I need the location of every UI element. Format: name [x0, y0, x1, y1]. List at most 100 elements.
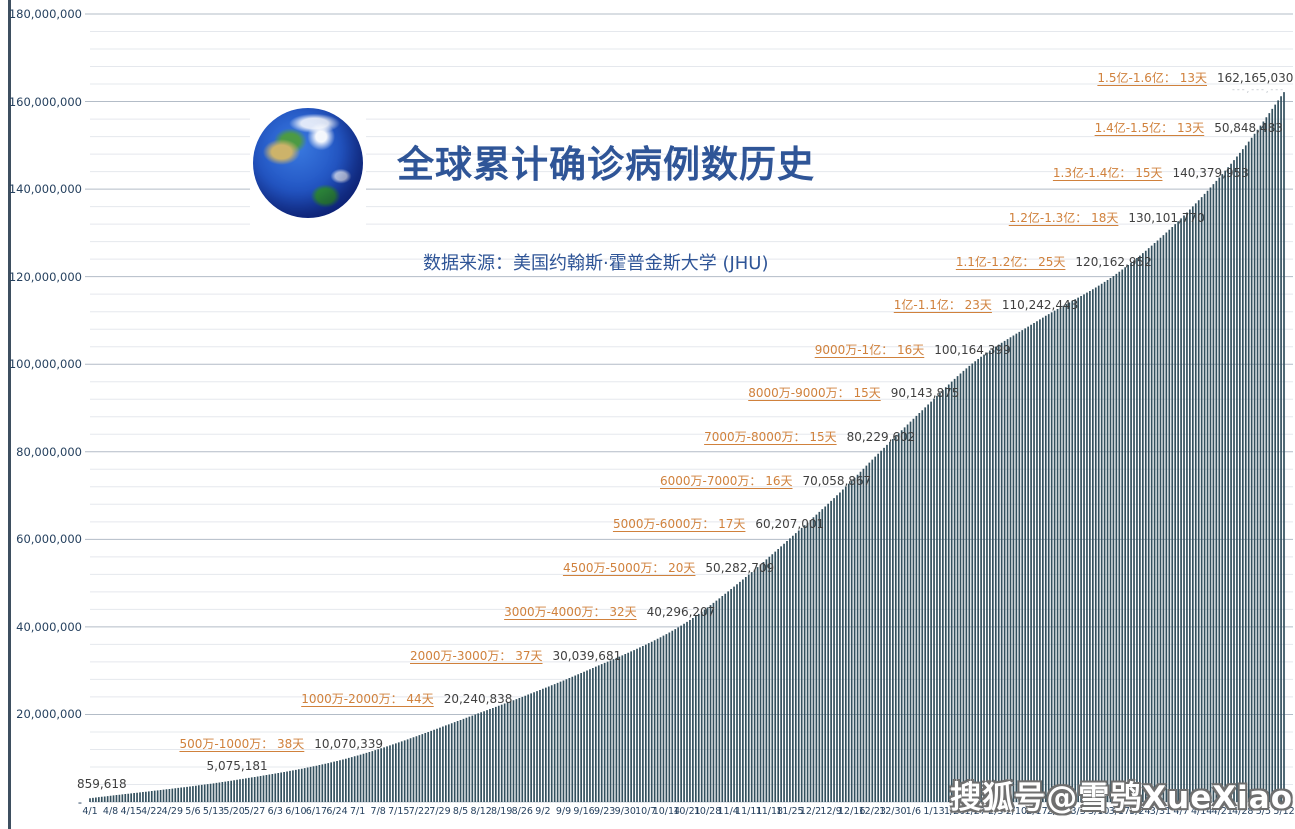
- y-axis-tick-label: 60,000,000: [16, 532, 82, 547]
- y-axis-tick-label: 100,000,000: [8, 357, 82, 372]
- milestone-range-label: 1.5亿-1.6亿： 13天: [1097, 71, 1207, 86]
- x-axis-tick-label: 11/25: [776, 806, 804, 817]
- x-axis-tick-label: 12/30: [879, 806, 907, 817]
- x-axis-tick-label: 7/22: [408, 806, 431, 817]
- x-axis-tick-label: 2/24: [1046, 806, 1069, 817]
- x-axis-tick-label: 12/2: [799, 806, 822, 817]
- milestone-value-label: 50,848,483: [1214, 120, 1283, 135]
- x-axis-tick-label: 11/11: [735, 806, 763, 817]
- x-axis-tick-label: 4/22: [141, 806, 163, 817]
- milestone-value-label: 10,070,339: [314, 736, 384, 751]
- milestone-value-label: 5,075,181: [206, 758, 268, 773]
- x-axis-tick-label: 7/1: [349, 806, 366, 817]
- x-axis-tick-label: 4/21: [1211, 806, 1233, 817]
- x-axis-tick-label: 3/24: [1129, 806, 1151, 817]
- chart-title: 全球累计确诊病例数历史: [397, 143, 815, 186]
- x-axis-tick-label: 12/9: [820, 806, 842, 817]
- x-axis-tick-label: 10/14: [652, 806, 681, 817]
- x-axis-tick-label: 9/16: [573, 806, 595, 817]
- milestone-range-label: 9000万-1亿： 16天: [814, 342, 925, 357]
- x-axis-tick-label: 4/7: [1173, 806, 1189, 817]
- y-axis-tick-label: 160,000,000: [8, 94, 82, 109]
- x-axis-tick-label: 5/13: [202, 806, 225, 817]
- x-axis-tick-label: 10/21: [673, 806, 701, 817]
- x-axis-tick-label: 1/20: [943, 806, 966, 817]
- milestone-range-label: 3000万-4000万： 32天: [504, 604, 637, 619]
- x-axis-tick-label: 3/31: [1149, 806, 1172, 817]
- milestone-range-label: 1亿-1.1亿： 23天: [893, 298, 992, 313]
- milestone-value-label: 100,164,399: [934, 342, 1011, 357]
- milestone-range-label: 500万-1000万： 38天: [179, 736, 305, 751]
- milestone-range-label: 1000万-2000万： 44天: [301, 692, 434, 707]
- x-axis-tick-label: 6/3: [267, 806, 283, 817]
- milestone-range-label: 1.2亿-1.3亿： 18天: [1008, 211, 1119, 226]
- y-axis-tick-label: -: [77, 795, 82, 809]
- x-axis-tick-label: 11/18: [755, 806, 784, 817]
- x-axis-tick-label: 12/23: [858, 806, 886, 817]
- x-axis-tick-label: 6/17: [305, 806, 328, 817]
- x-axis-tick-label: 4/15: [120, 806, 142, 817]
- x-axis-tick-label: 3/3: [1070, 806, 1086, 817]
- x-axis-tick-label: 2/3: [988, 806, 1004, 817]
- milestone-value-label: 162,165,030: [1217, 71, 1294, 86]
- x-axis-tick-label: 3/17: [1108, 806, 1130, 817]
- x-axis-tick-label: 6/24: [326, 806, 348, 817]
- x-axis-tick-label: 5/20: [223, 806, 245, 817]
- milestone-value-label: 30,039,681: [552, 649, 622, 664]
- x-axis-tick-label: 7/15: [388, 806, 410, 817]
- x-axis-tick-label: 12/16: [837, 806, 866, 817]
- x-axis-tick-label: 8/26: [511, 806, 533, 817]
- milestone-value-label: 20,240,838: [443, 692, 513, 707]
- milestone-value-label: 60,207,001: [755, 517, 825, 532]
- x-axis-tick-label: 6/10: [285, 806, 307, 817]
- x-axis-tick-label: 5/6: [185, 806, 201, 817]
- milestone-value-label: 90,143,875: [890, 386, 960, 401]
- milestone-range-label: 5000万-6000万： 17天: [612, 517, 746, 532]
- x-axis-tick-label: 8/5: [452, 806, 469, 817]
- x-axis-tick-label: 7/29: [429, 806, 451, 817]
- x-axis-tick-label: 5/5: [1255, 806, 1272, 817]
- x-axis-tick-label: 4/8: [102, 806, 119, 817]
- y-axis-tick-label: 20,000,000: [16, 707, 82, 722]
- x-axis-tick-label: 5/12: [1273, 806, 1295, 817]
- sohu-watermark: 搜狐号@雪鸮XueXiao: [950, 780, 1293, 816]
- x-axis-tick-label: 1/27: [964, 806, 986, 817]
- x-axis-tick-label: 8/12: [470, 806, 492, 817]
- milestone-value-label: 859,618: [77, 777, 127, 792]
- x-axis-tick-label: 3/10: [1088, 806, 1110, 817]
- data-source-note: 数据来源：美国约翰斯·霍普金斯大学 (JHU): [423, 253, 769, 274]
- x-axis-tick-label: 9/2: [535, 806, 551, 817]
- x-axis-tick-label: 2/17: [1026, 806, 1048, 817]
- x-axis-tick-label: 9/9: [555, 806, 572, 817]
- milestone-value-label: 40,296,207: [646, 604, 716, 619]
- x-axis-tick-label: 4/14: [1190, 806, 1213, 817]
- x-axis-tick-label: 9/23: [593, 806, 616, 817]
- y-axis-tick-label: 80,000,000: [16, 444, 82, 459]
- x-axis-tick-label: 4/1: [82, 806, 98, 817]
- earth-globe-icon: [253, 108, 363, 218]
- milestone-range-label: 8000万-9000万： 15天: [748, 386, 881, 401]
- x-axis-tick-label: 9/30: [614, 806, 636, 817]
- x-axis-tick-label: 2/10: [1005, 806, 1028, 817]
- milestone-range-label: 1.1亿-1.2亿： 25天: [955, 254, 1066, 269]
- ghost-partial-label: ---,---,---: [1232, 85, 1286, 94]
- milestone-range-label: 2000万-3000万： 37天: [410, 649, 543, 664]
- milestone-value-label: 120,162,952: [1075, 254, 1152, 269]
- x-axis-tick-label: 10/7: [635, 806, 657, 817]
- milestone-range-label: 7000万-8000万： 15天: [704, 429, 837, 444]
- left-border-line: [8, 0, 11, 829]
- y-axis-tick-label: 120,000,000: [8, 269, 82, 284]
- x-axis-tick-label: 5/27: [244, 806, 266, 817]
- x-axis-tick-label: 4/28: [1232, 806, 1254, 817]
- y-axis-tick-label: 140,000,000: [8, 182, 82, 197]
- x-axis-tick-label: 10/28: [693, 806, 722, 817]
- milestone-value-label: 140,379,953: [1172, 166, 1249, 181]
- x-axis-tick-label: 11/4: [717, 806, 739, 817]
- milestone-value-label: 70,058,867: [802, 474, 872, 489]
- milestone-value-label: 110,242,443: [1001, 298, 1079, 313]
- milestone-range-label: 1.3亿-1.4亿： 15天: [1052, 166, 1163, 181]
- x-axis-tick-label: 4/29: [161, 806, 184, 817]
- milestone-value-label: 80,229,602: [846, 429, 916, 444]
